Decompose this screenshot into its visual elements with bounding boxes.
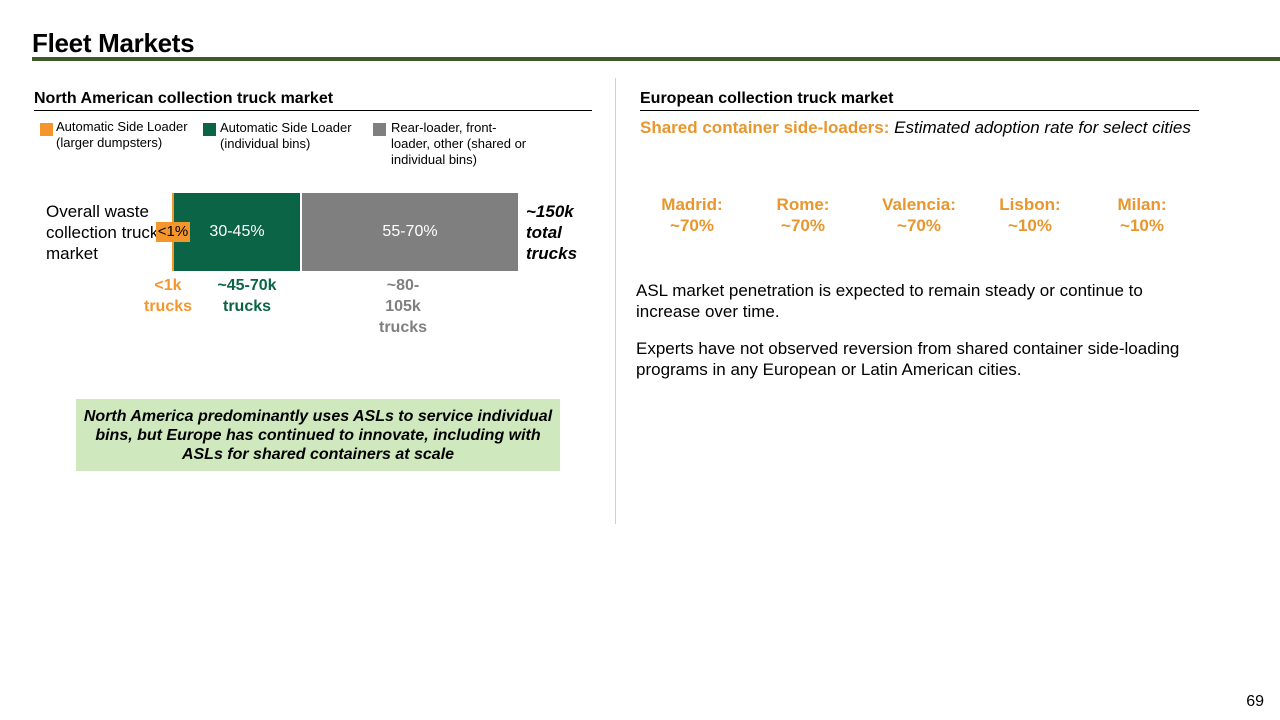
- city-rome: Rome: ~70%: [748, 194, 858, 236]
- bar-segment-asl-bins: [174, 193, 300, 271]
- segment-value-rear-loader: 55-70%: [382, 223, 438, 240]
- legend-label: Automatic Side Loader (larger dumpsters): [56, 119, 188, 150]
- city-rate: ~70%: [897, 216, 941, 235]
- city-name: Lisbon:: [999, 195, 1061, 214]
- city-name: Madrid:: [661, 195, 723, 214]
- trucks-count-rear-loader: ~80-105k trucks: [378, 277, 428, 336]
- eu-paragraph: ASL market penetration is expected to re…: [636, 281, 1143, 321]
- city-name: Milan:: [1117, 195, 1167, 214]
- legend-swatch-orange: [40, 123, 53, 136]
- bar-segment-rear-loader: [302, 193, 518, 271]
- city-name: Rome:: [776, 195, 830, 214]
- column-divider: [615, 78, 616, 524]
- page-number: 69: [1246, 693, 1264, 710]
- legend-label: Rear-loader, front-loader, other (shared…: [391, 120, 527, 167]
- callout-box: North America predominantly uses ASLs to…: [76, 399, 560, 471]
- city-rate: ~10%: [1008, 216, 1052, 235]
- bar-row-label: Overall waste collection truck market: [46, 202, 159, 263]
- city-lisbon: Lisbon: ~10%: [975, 194, 1085, 236]
- segment-value-asl-bins: 30-45%: [209, 223, 265, 240]
- legend-label: Automatic Side Loader (individual bins): [220, 120, 352, 151]
- city-rate: ~70%: [781, 216, 825, 235]
- eu-section-heading: European collection truck market: [640, 90, 1199, 111]
- na-section-heading: North American collection truck market: [34, 90, 592, 111]
- segment-value-asl-dumpsters: <1%: [156, 222, 190, 242]
- callout-text: North America predominantly uses ASLs to…: [83, 407, 553, 463]
- page-title: Fleet Markets: [32, 28, 195, 58]
- total-trucks-label: ~150k total trucks: [526, 202, 578, 263]
- city-name: Valencia:: [882, 195, 956, 214]
- legend-swatch-gray: [373, 123, 386, 136]
- trucks-count-asl-bins: ~45-70k trucks: [217, 277, 277, 315]
- city-milan: Milan: ~10%: [1087, 194, 1197, 236]
- eu-subtitle-lead: Shared container side-loaders:: [640, 118, 890, 137]
- city-rate: ~10%: [1120, 216, 1164, 235]
- trucks-count-asl-dumpsters: <1k trucks: [143, 277, 193, 315]
- city-valencia: Valencia: ~70%: [864, 194, 974, 236]
- city-rate: ~70%: [670, 216, 714, 235]
- legend-swatch-green: [203, 123, 216, 136]
- title-rule: [32, 57, 1280, 61]
- eu-subtitle-rest: Estimated adoption rate for select citie…: [894, 118, 1191, 137]
- eu-paragraph: Experts have not observed reversion from…: [636, 339, 1180, 379]
- city-madrid: Madrid: ~70%: [637, 194, 747, 236]
- eu-subtitle: Shared container side-loaders: Estimated…: [640, 117, 1200, 138]
